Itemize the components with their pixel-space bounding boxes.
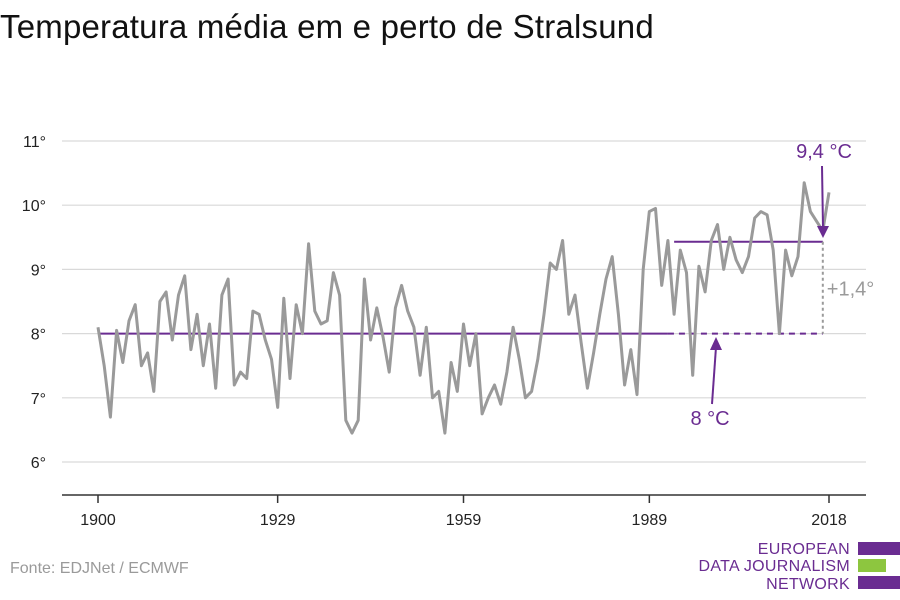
baseline-group [98,240,823,335]
recent-label: 9,4 °C [796,141,852,163]
x-axis: 1900 1929 1959 1989 2018 [80,495,847,529]
baseline-arrow-shaft [711,346,717,405]
source-note: Fonte: EDJNet / ECMWF [10,560,189,577]
x-tick-label: 1989 [632,512,668,529]
x-tick-label: 1959 [446,512,482,529]
grid-lines [62,140,866,463]
y-tick-label: 6° [31,455,46,472]
edjnet-logo: EUROPEAN DATA JOURNALISM NETWORK [699,540,900,595]
baseline-label: 8 °C [690,408,729,430]
y-axis: 6° 7° 8° 9° 10° 11° [22,134,46,472]
logo-bar-purple-top [858,542,900,555]
recent-arrow-shaft [821,165,824,229]
logo-text-european: EUROPEAN [757,541,850,558]
recent-arrow-head [817,226,829,238]
y-tick-label: 7° [31,391,46,408]
y-tick-label: 10° [22,198,46,215]
logo-bar-purple-bottom [858,576,900,589]
y-tick-label: 9° [31,262,46,279]
x-tick-label: 2018 [811,512,847,529]
baseline-arrow-head [710,337,722,350]
y-tick-label: 11° [23,134,46,151]
difference-label: +1,4° [827,279,874,301]
logo-text-network: NETWORK [766,576,850,593]
x-tick-label: 1900 [80,512,116,529]
logo-bar-green [858,559,886,572]
logo-text-data-journalism: DATA JOURNALISM [698,558,850,575]
page-title: Temperatura média em e perto de Stralsun… [0,8,654,45]
x-tick-label: 1929 [260,512,296,529]
series-line [96,181,831,435]
y-tick-label: 8° [31,327,46,344]
annotations: +1,4° 9,4 °C 8 °C [690,141,874,430]
